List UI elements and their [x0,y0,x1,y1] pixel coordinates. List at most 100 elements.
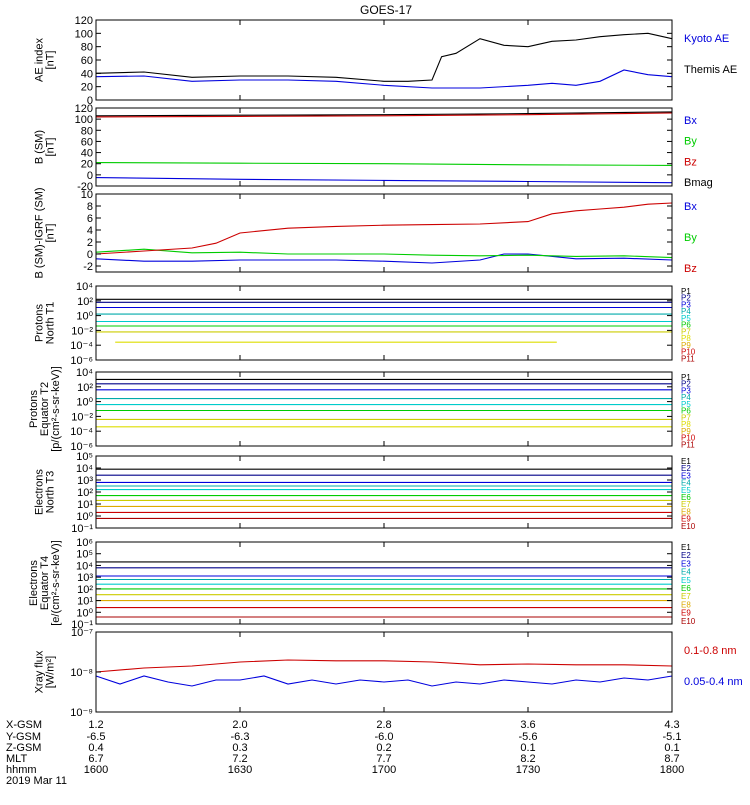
legend-entry-By: By [684,136,697,148]
row-label: hhmm [6,764,37,776]
y-tick-label: 10⁻¹ [71,523,93,535]
legend-entry-E5: E5 [681,576,691,585]
y-tick-label: 10⁴ [76,281,93,293]
y-axis-label: Protons [34,304,46,342]
y-tick-label: 10⁻⁸ [70,667,93,679]
series-line-xray-0-05-0-4-nm [95,675,673,687]
y-tick-label: 10³ [77,475,93,487]
panel-protonsT1: 10⁻⁶ 10⁻⁴ 10⁻² 10⁰ 10² 10⁴ Protons North T1 P1P2… [34,281,696,367]
legend-entry-Bz: Bz [684,263,697,275]
y-tick-label: 10² [77,584,93,596]
panel-frame [95,193,673,273]
y-tick-label: 6 [87,213,93,225]
y-tick-label: 100 [75,114,93,126]
panel-frame [95,455,673,529]
y-tick-label: 10⁶ [76,537,93,549]
legend-entry-E2: E2 [681,551,691,560]
y-tick-label: 10⁻² [71,325,93,337]
legend-entry-P5: P5 [681,314,691,323]
series-line-bsm-Bz [95,112,673,118]
legend-entry-E1: E1 [681,457,691,466]
row-value: 7.7 [376,753,391,765]
row-value: 1630 [228,764,252,776]
legend-entry-P1: P1 [681,373,691,382]
y-axis-label: AE index [34,37,46,82]
row-value: 2.8 [376,719,391,731]
legend-entry-E5: E5 [681,486,691,495]
y-tick-label: 80 [81,42,93,54]
y-tick-label: 10⁻² [71,411,93,423]
series-line-ae-Kyoto-AE [95,69,673,89]
y-tick-label: 120 [75,15,93,27]
y-tick-label: 10¹ [77,596,93,608]
legend-entry-P8: P8 [681,420,691,429]
y-axis-label: [W/m²] [45,656,57,688]
row-label: X-GSM [6,719,42,731]
y-tick-label: 10¹ [77,499,93,511]
legend-entry-E10: E10 [681,522,696,531]
y-tick-label: 40 [81,148,93,160]
row-value: 1800 [660,764,684,776]
y-tick-label: -20 [77,181,93,193]
y-tick-label: 80 [81,125,93,137]
y-tick-label: 10⁰ [76,511,93,523]
legend-entry-P9: P9 [681,341,691,350]
legend-entry-P10: P10 [681,348,696,357]
y-tick-label: 10⁻⁶ [70,355,93,367]
y-tick-label: 10⁴ [76,367,93,379]
legend-entry-E4: E4 [681,568,691,577]
legend-entry-P8: P8 [681,334,691,343]
y-axis-label: [e/(cm²-s-sr-keV)] [50,540,62,626]
y-tick-label: 10⁻⁴ [70,340,93,352]
y-tick-label: 120 [75,103,93,115]
row-value: 2.0 [232,719,247,731]
legend-entry-P11: P11 [681,440,695,449]
row-value: 0.4 [88,742,103,754]
legend-entry-P10: P10 [681,434,696,443]
y-axis-label: Electrons [28,560,40,606]
y-tick-label: 10⁻⁴ [70,426,93,438]
legend-entry-P9: P9 [681,427,691,436]
legend-entry-Bz: Bz [684,156,697,168]
legend-entry-E1: E1 [681,543,691,552]
legend-entry-0-05-0-4-nm: 0.05-0.4 nm [684,676,743,688]
y-tick-label: -2 [83,261,93,273]
legend-entry-E6: E6 [681,493,691,502]
panel-xray: 10⁻⁹ 10⁻⁸ 10⁻⁷ Xray flux [W/m²] 0.1-0.8 nm 0.0… [34,627,743,719]
y-tick-label: 100 [75,28,93,40]
y-tick-label: 10² [77,382,93,394]
legend-entry-E3: E3 [681,559,691,568]
series-line-bdiff-By [95,248,673,259]
series-line-bdiff-Bx [95,253,673,264]
row-value: 3.6 [520,719,535,731]
row-value: 1600 [84,764,108,776]
y-tick-label: 20 [81,159,93,171]
legend-entry-E2: E2 [681,464,691,473]
y-tick-label: 0 [87,95,93,107]
legend-entry-P6: P6 [681,321,691,330]
series-line-bdiff-Bz [95,202,673,255]
legend-entry-Bmag: Bmag [684,177,713,189]
row-value: 7.2 [232,753,247,765]
y-tick-label: 10² [77,296,93,308]
y-axis-label: Xray flux [34,650,46,693]
row-label: Y-GSM [6,731,41,743]
row-value: 1730 [516,764,540,776]
y-tick-label: 10⁴ [76,463,93,475]
legend-entry-E8: E8 [681,507,691,516]
series-line-bsm-By [95,162,673,166]
y-axis-label: Equator T2 [39,382,51,436]
row-label: MLT [6,753,27,765]
row-value: -6.3 [231,731,250,743]
legend-entry-E9: E9 [681,609,691,618]
legend-entry-P6: P6 [681,407,691,416]
legend-entry-P4: P4 [681,307,691,316]
y-tick-label: 2 [87,237,93,249]
panel-frame [95,285,673,361]
